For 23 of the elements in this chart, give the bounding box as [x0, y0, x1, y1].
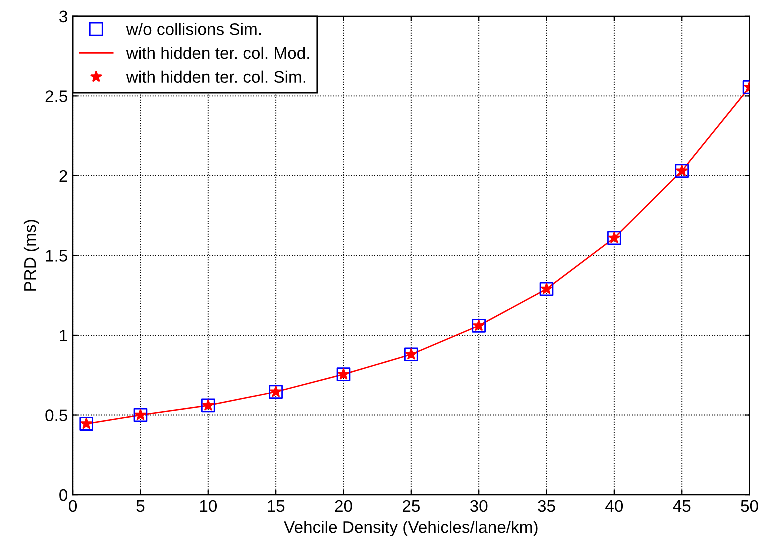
- y-tick-label: 1: [60, 330, 68, 342]
- y-tick-label: 0.5: [46, 410, 68, 422]
- x-tick-label: 20: [335, 500, 352, 512]
- x-tick-label: 50: [741, 500, 758, 512]
- y-tick-label: 0: [60, 489, 68, 502]
- legend-label: w/o collisions Sim.: [126, 23, 262, 36]
- x-tick-label: 15: [268, 500, 285, 512]
- x-tick-label: 30: [470, 500, 488, 512]
- y-tick-label: 3: [60, 10, 68, 23]
- x-tick-label: 35: [538, 500, 556, 512]
- legend-label: with hidden ter. col. Mod.: [126, 46, 310, 60]
- x-tick-label: 0: [69, 500, 78, 512]
- x-tick-label: 45: [673, 500, 691, 512]
- y-tick-label: 1.5: [46, 250, 68, 262]
- x-tick-label: 25: [402, 500, 420, 512]
- y-tick-label: 2: [60, 170, 68, 182]
- x-tick-label: 5: [136, 500, 145, 512]
- x-tick-label: 40: [606, 500, 624, 512]
- x-axis-title: Vehcile Density (Vehicles/lane/km): [284, 520, 538, 537]
- y-axis-title: PRD (ms): [24, 220, 40, 291]
- y-tick-label: 2.5: [46, 90, 68, 102]
- x-tick-label: 10: [200, 500, 218, 512]
- legend-label: with hidden ter. col. Sim.: [126, 70, 306, 84]
